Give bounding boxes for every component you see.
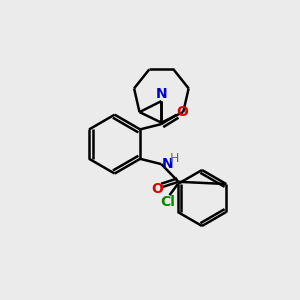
Text: N: N	[156, 86, 167, 100]
Text: Cl: Cl	[160, 195, 175, 209]
Text: O: O	[151, 182, 163, 196]
Text: O: O	[176, 105, 188, 119]
Text: H: H	[170, 152, 180, 165]
Text: N: N	[162, 157, 174, 171]
